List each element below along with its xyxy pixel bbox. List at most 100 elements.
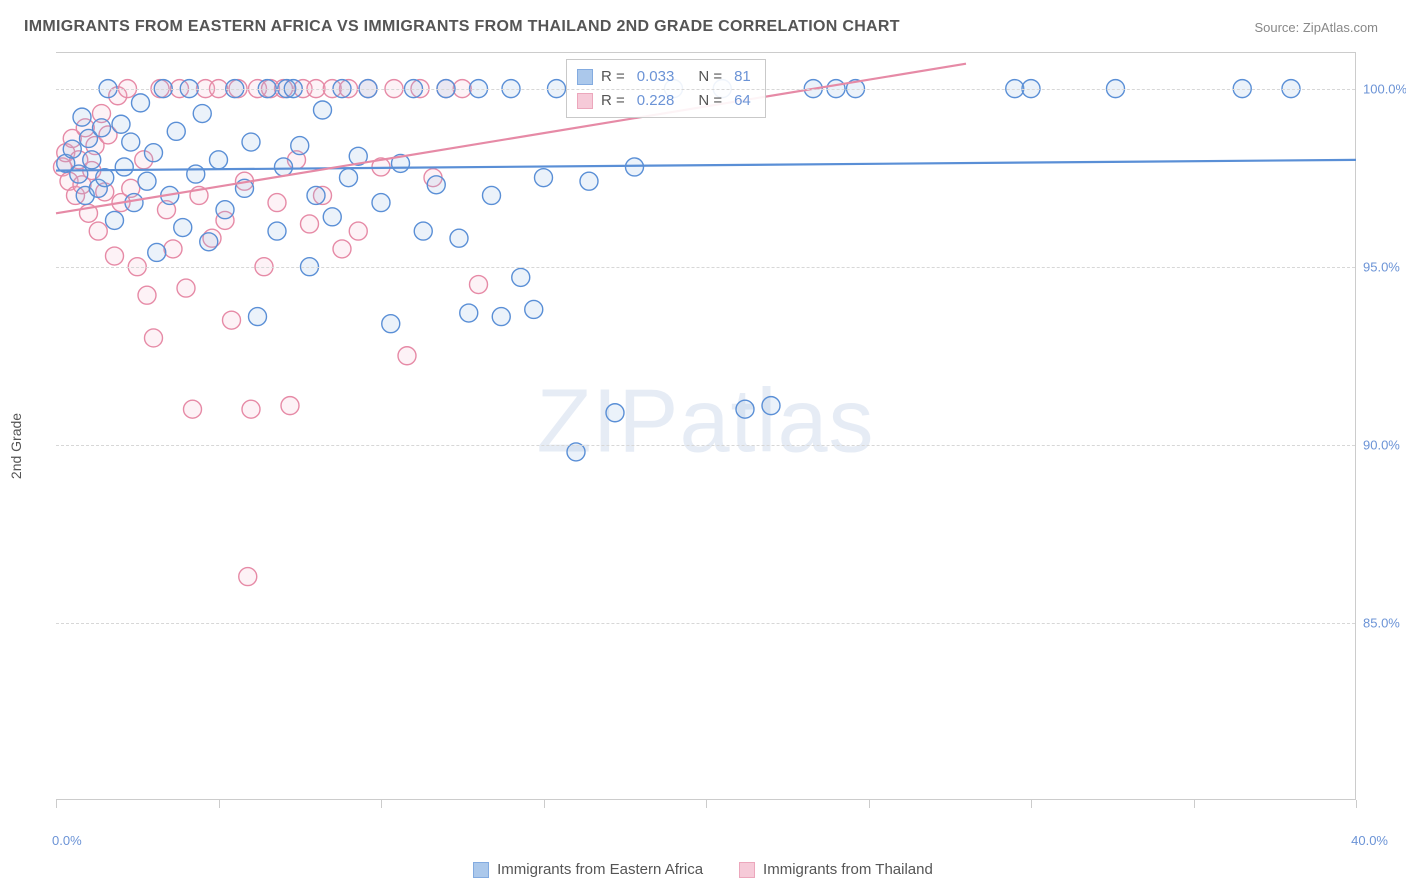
data-point xyxy=(122,133,140,151)
x-tick xyxy=(1194,800,1195,808)
data-point xyxy=(301,215,319,233)
data-point xyxy=(427,176,445,194)
y-tick-label: 95.0% xyxy=(1363,259,1406,274)
data-point xyxy=(414,222,432,240)
data-point xyxy=(132,94,150,112)
data-point xyxy=(470,276,488,294)
data-point xyxy=(242,133,260,151)
data-point xyxy=(63,140,81,158)
data-point xyxy=(145,144,163,162)
data-point xyxy=(138,286,156,304)
data-point xyxy=(164,240,182,258)
data-point xyxy=(382,315,400,333)
legend-label: Immigrants from Thailand xyxy=(763,861,933,878)
x-axis-line xyxy=(56,799,1355,800)
bottom-legend: Immigrants from Eastern Africa Immigrant… xyxy=(0,861,1406,878)
source-attribution: Source: ZipAtlas.com xyxy=(1254,20,1378,35)
plot-area: ZIPatlas R = 0.033 N = 81 R = 0.228 N = … xyxy=(56,52,1356,800)
data-point xyxy=(314,101,332,119)
x-tick xyxy=(869,800,870,808)
data-point xyxy=(115,158,133,176)
data-point xyxy=(398,347,416,365)
data-point xyxy=(349,222,367,240)
swatch-series-1 xyxy=(739,862,755,878)
x-axis-min-label: 0.0% xyxy=(52,833,82,848)
data-point xyxy=(535,169,553,187)
x-tick xyxy=(56,800,57,808)
data-point xyxy=(83,151,101,169)
data-point xyxy=(106,247,124,265)
data-point xyxy=(73,108,91,126)
stats-legend-row: R = 0.228 N = 64 xyxy=(577,89,755,113)
data-point xyxy=(333,240,351,258)
data-point xyxy=(460,304,478,322)
swatch-series-1 xyxy=(577,93,593,109)
data-point xyxy=(96,169,114,187)
x-tick xyxy=(219,800,220,808)
plot-svg xyxy=(56,53,1355,800)
data-point xyxy=(372,194,390,212)
data-point xyxy=(307,186,325,204)
data-point xyxy=(70,165,88,183)
swatch-series-0 xyxy=(577,69,593,85)
data-point xyxy=(268,194,286,212)
data-point xyxy=(89,222,107,240)
data-point xyxy=(483,186,501,204)
data-point xyxy=(177,279,195,297)
gridline-h xyxy=(56,89,1355,90)
data-point xyxy=(340,169,358,187)
data-point xyxy=(323,208,341,226)
data-point xyxy=(138,172,156,190)
data-point xyxy=(200,233,218,251)
data-point xyxy=(626,158,644,176)
data-point xyxy=(275,158,293,176)
x-tick xyxy=(1356,800,1357,808)
data-point xyxy=(242,400,260,418)
data-point xyxy=(167,122,185,140)
gridline-h xyxy=(56,623,1355,624)
data-point xyxy=(512,268,530,286)
gridline-h xyxy=(56,267,1355,268)
y-tick-label: 90.0% xyxy=(1363,437,1406,452)
data-point xyxy=(106,211,124,229)
data-point xyxy=(249,308,267,326)
data-point xyxy=(184,400,202,418)
data-point xyxy=(148,243,166,261)
data-point xyxy=(268,222,286,240)
x-tick xyxy=(544,800,545,808)
legend-item-0: Immigrants from Eastern Africa xyxy=(473,861,703,878)
chart-title: IMMIGRANTS FROM EASTERN AFRICA VS IMMIGR… xyxy=(24,18,900,36)
data-point xyxy=(762,397,780,415)
data-point xyxy=(174,219,192,237)
data-point xyxy=(580,172,598,190)
data-point xyxy=(736,400,754,418)
x-tick xyxy=(381,800,382,808)
data-point xyxy=(187,165,205,183)
x-axis-max-label: 40.0% xyxy=(1351,833,1388,848)
legend-item-1: Immigrants from Thailand xyxy=(739,861,933,878)
data-point xyxy=(193,105,211,123)
data-point xyxy=(112,115,130,133)
data-point xyxy=(525,300,543,318)
x-tick xyxy=(1031,800,1032,808)
gridline-h xyxy=(56,445,1355,446)
data-point xyxy=(291,137,309,155)
data-point xyxy=(492,308,510,326)
data-point xyxy=(210,151,228,169)
legend-label: Immigrants from Eastern Africa xyxy=(497,861,703,878)
swatch-series-0 xyxy=(473,862,489,878)
trend-line xyxy=(56,160,1356,171)
data-point xyxy=(239,568,257,586)
data-point xyxy=(145,329,163,347)
data-point xyxy=(606,404,624,422)
data-point xyxy=(281,397,299,415)
y-tick-label: 85.0% xyxy=(1363,615,1406,630)
data-point xyxy=(450,229,468,247)
x-tick xyxy=(706,800,707,808)
data-point xyxy=(216,201,234,219)
y-tick-label: 100.0% xyxy=(1363,81,1406,96)
data-point xyxy=(93,119,111,137)
y-axis-label: 2nd Grade xyxy=(8,413,24,479)
stats-legend-row: R = 0.033 N = 81 xyxy=(577,65,755,89)
data-point xyxy=(223,311,241,329)
